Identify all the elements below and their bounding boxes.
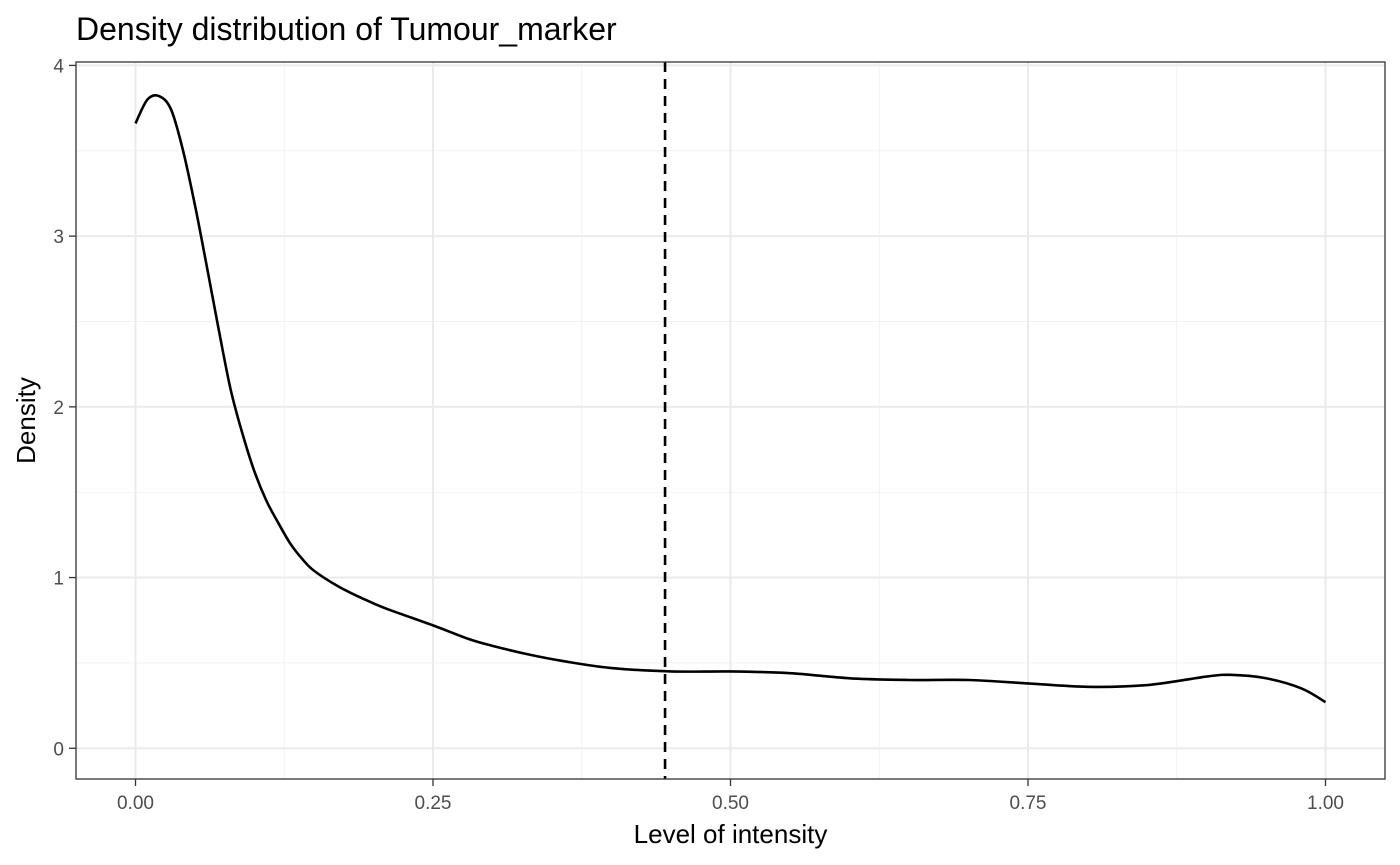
y-axis-title: Density [11, 377, 41, 464]
y-tick-label: 3 [53, 227, 64, 248]
chart-title: Density distribution of Tumour_marker [76, 11, 617, 47]
x-tick-label: 0.75 [1010, 793, 1047, 814]
y-tick-label: 2 [53, 398, 64, 419]
y-tick-label: 0 [53, 739, 64, 760]
density-curve [134, 93, 1327, 704]
plot-marks [134, 62, 1327, 779]
x-tick-label: 1.00 [1307, 793, 1344, 814]
y-tick-label: 4 [53, 56, 64, 77]
x-tick-label: 0.00 [117, 793, 154, 814]
grid [76, 62, 1385, 779]
x-tick-label: 0.50 [712, 793, 749, 814]
x-axis-title: Level of intensity [634, 819, 828, 849]
x-tick-label: 0.25 [415, 793, 452, 814]
y-tick-label: 1 [53, 569, 64, 590]
axes: 0.00 0.25 0.50 0.75 1.00 0 1 2 3 4 [53, 56, 1344, 814]
